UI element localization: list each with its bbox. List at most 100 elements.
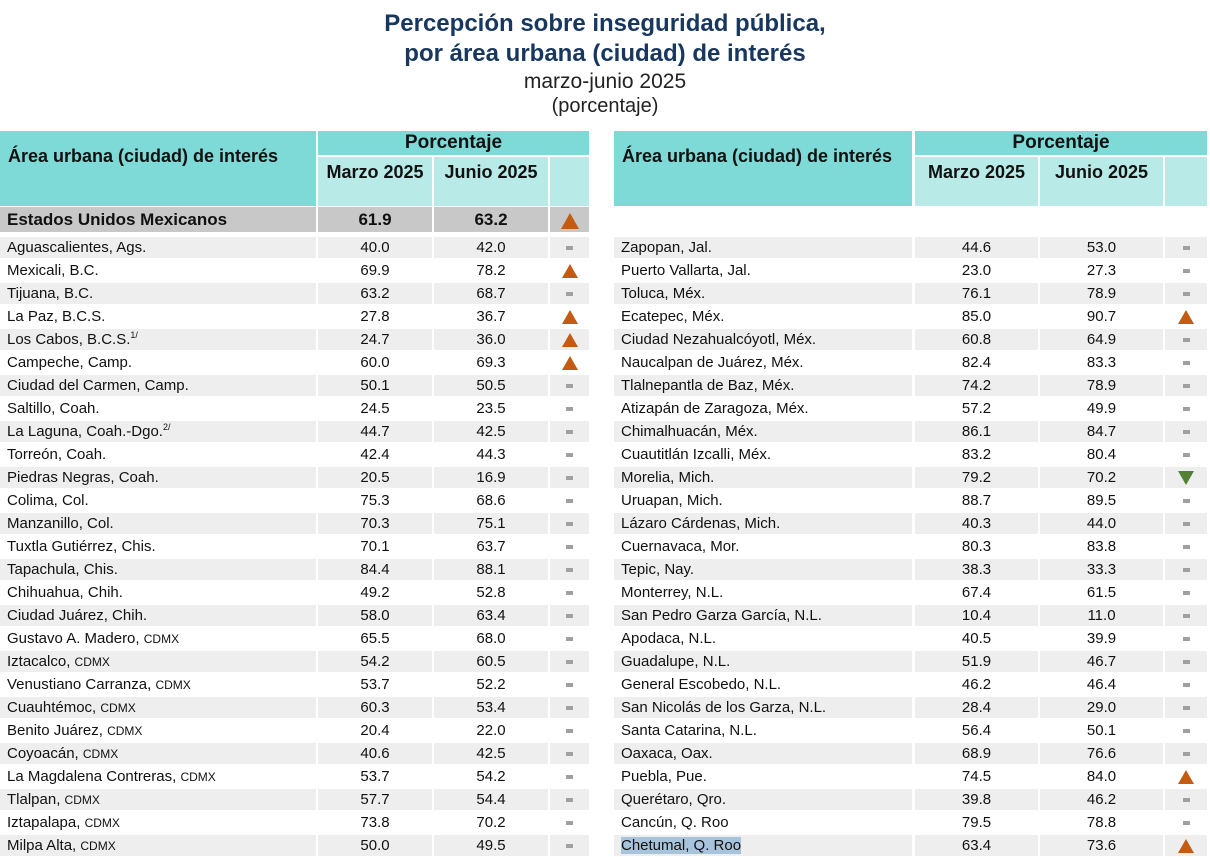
trend-indicator: [1165, 605, 1207, 626]
trend-indicator: [550, 789, 589, 810]
value-june: 73.6: [1040, 835, 1163, 856]
table-row: Mexicali, B.C. 69.9 78.2: [0, 260, 589, 281]
table-row: Zapopan, Jal. 44.6 53.0: [614, 237, 1207, 258]
value-march: 58.0: [318, 605, 432, 626]
value-june: 53.4: [434, 697, 548, 718]
value-march: 50.1: [318, 375, 432, 396]
trend-indicator: [1165, 260, 1207, 281]
city-name: General Escobedo, N.L.: [614, 674, 912, 695]
value-june: 36.7: [476, 308, 506, 325]
value-june: 80.4: [1086, 446, 1117, 463]
city-name-text: Manzanillo, Col.: [7, 515, 114, 532]
trend-indicator: [550, 490, 589, 511]
up-arrow-icon: [561, 264, 578, 279]
city-suffix: CDMX: [74, 655, 110, 669]
city-name: Iztapalapa, CDMX: [0, 812, 316, 833]
down-arrow-icon: [1178, 471, 1194, 486]
trend-indicator: [1165, 536, 1207, 557]
city-name-text: La Paz, B.C.S.: [7, 308, 106, 325]
no-change-icon: [1182, 430, 1190, 435]
value-march: 60.8: [915, 329, 1038, 350]
header-march: Marzo 2025: [318, 157, 432, 206]
trend-indicator: [1165, 513, 1207, 534]
value-march: 65.5: [360, 630, 390, 647]
value-june: 54.2: [476, 768, 506, 785]
table-row: Santa Catarina, N.L. 56.4 50.1: [614, 720, 1207, 741]
city-name: La Magdalena Contreras, CDMX: [0, 766, 316, 787]
up-arrow-icon: [561, 356, 578, 371]
value-march: 23.0: [961, 262, 992, 279]
value-june: 22.0: [476, 722, 506, 739]
city-name-text: Aguascalientes, Ags.: [7, 239, 147, 256]
trend-indicator: [1165, 743, 1207, 764]
value-june: 39.9: [1086, 630, 1117, 647]
no-change-icon: [566, 407, 573, 412]
trend-indicator: [550, 398, 589, 419]
table-row: Guadalupe, N.L. 51.9 46.7: [614, 651, 1207, 672]
trend-indicator: [1165, 651, 1207, 672]
table-row: Chetumal, Q. Roo 63.4 73.6: [614, 835, 1207, 856]
trend-indicator: [1165, 375, 1207, 396]
value-june: 54.4: [434, 789, 548, 810]
no-change-icon: [1182, 729, 1190, 734]
no-change-icon: [1182, 292, 1190, 297]
value-june: 16.9: [434, 467, 548, 488]
title-unit: (porcentaje): [551, 95, 659, 117]
city-name: Lázaro Cárdenas, Mich.: [614, 513, 912, 534]
value-march: 54.2: [318, 651, 432, 672]
value-june: 60.5: [434, 651, 548, 672]
trend-indicator: [1165, 421, 1207, 442]
value-march: 44.7: [318, 421, 432, 442]
value-june: 78.8: [1086, 814, 1117, 831]
value-june: 50.5: [434, 375, 548, 396]
value-june: 49.5: [434, 835, 548, 856]
trend-indicator: [1165, 283, 1207, 304]
value-june: 61.5: [1086, 584, 1117, 601]
no-change-icon: [566, 821, 573, 826]
header-june: Junio 2025: [434, 157, 548, 206]
value-march: 40.0: [318, 237, 432, 258]
city-suffix: CDMX: [82, 747, 119, 761]
no-change-icon: [566, 430, 573, 435]
value-june: 49.9: [1086, 400, 1117, 417]
title-line-2: por área urbana (ciudad) de interés: [404, 40, 806, 67]
trend-indicator: [550, 743, 589, 764]
value-march: 57.2: [961, 400, 992, 417]
trend-indicator: [550, 835, 589, 856]
value-march: 83.2: [961, 446, 992, 463]
city-name: San Nicolás de los Garza, N.L.: [614, 697, 912, 718]
city-name: Puerto Vallarta, Jal.: [614, 260, 912, 281]
no-change-icon: [1182, 614, 1190, 619]
city-name: San Pedro Garza García, N.L.: [614, 605, 912, 626]
trend-indicator: [1165, 697, 1207, 718]
value-march: 63.4: [915, 835, 1038, 856]
table-row: Puerto Vallarta, Jal. 23.0 27.3: [614, 260, 1207, 281]
table-row: Cuernavaca, Mor. 80.3 83.8: [614, 536, 1207, 557]
city-name-text: Saltillo, Coah.: [7, 400, 100, 417]
value-june: 42.0: [434, 237, 548, 258]
no-change-icon: [566, 476, 573, 481]
value-june: 29.0: [1040, 697, 1163, 718]
value-march: 42.4: [360, 446, 390, 463]
city-name: Torreón, Coah.: [0, 444, 316, 465]
trend-indicator: [1165, 329, 1207, 350]
value-june: 63.7: [476, 538, 506, 555]
value-march: 80.3: [961, 538, 992, 555]
table-row: Puebla, Pue. 74.5 84.0: [614, 766, 1207, 787]
table-row: Cancún, Q. Roo 79.5 78.8: [614, 812, 1207, 833]
no-change-icon: [1182, 269, 1190, 274]
value-march: 84.4: [318, 559, 432, 580]
table-row: Atizapán de Zaragoza, Méx. 57.2 49.9: [614, 398, 1207, 419]
city-name: Cuauhtémoc, CDMX: [0, 697, 316, 718]
footnote-marker: 2/: [162, 422, 171, 432]
no-change-icon: [566, 706, 573, 711]
value-june: 46.7: [1040, 651, 1163, 672]
trend-indicator: [550, 329, 589, 350]
value-june: 53.0: [1040, 237, 1163, 258]
no-change-icon: [1182, 706, 1190, 711]
no-change-icon: [1182, 660, 1190, 665]
value-june: 83.3: [1086, 354, 1117, 371]
table-row: Gustavo A. Madero, CDMX 65.5 68.0: [0, 628, 589, 649]
table-row: Campeche, Camp. 60.0 69.3: [0, 352, 589, 373]
no-change-icon: [1182, 453, 1190, 458]
